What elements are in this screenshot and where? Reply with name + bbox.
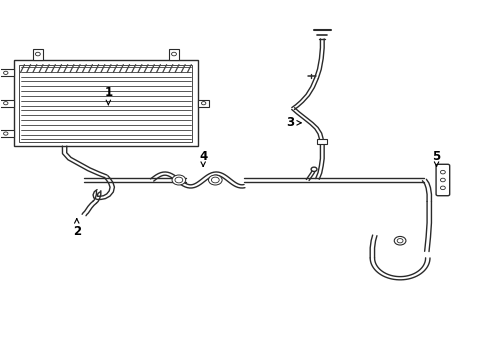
Circle shape (175, 177, 183, 183)
Circle shape (440, 186, 445, 190)
Bar (32, 49, 43, 60)
Circle shape (171, 52, 176, 56)
Circle shape (393, 237, 405, 245)
Text: 5: 5 (431, 150, 440, 166)
Circle shape (35, 52, 40, 56)
Bar (198, 100, 208, 107)
FancyBboxPatch shape (435, 164, 449, 196)
Text: 3: 3 (286, 116, 301, 129)
Circle shape (211, 177, 219, 183)
Text: 1: 1 (104, 86, 112, 105)
Bar (0, 130, 14, 137)
Circle shape (396, 239, 402, 243)
Bar (0, 100, 14, 107)
Circle shape (440, 178, 445, 182)
Bar (168, 49, 179, 60)
Circle shape (172, 175, 185, 185)
Circle shape (440, 170, 445, 174)
Bar (14, 60, 198, 146)
Bar (0, 69, 14, 76)
Bar (317, 139, 326, 144)
Circle shape (208, 175, 222, 185)
Circle shape (3, 132, 8, 135)
Circle shape (3, 71, 8, 75)
Circle shape (310, 167, 316, 171)
Text: 4: 4 (199, 150, 207, 166)
Text: 2: 2 (73, 219, 81, 238)
Circle shape (3, 102, 8, 105)
Bar (20, 64, 192, 142)
Circle shape (201, 102, 205, 105)
